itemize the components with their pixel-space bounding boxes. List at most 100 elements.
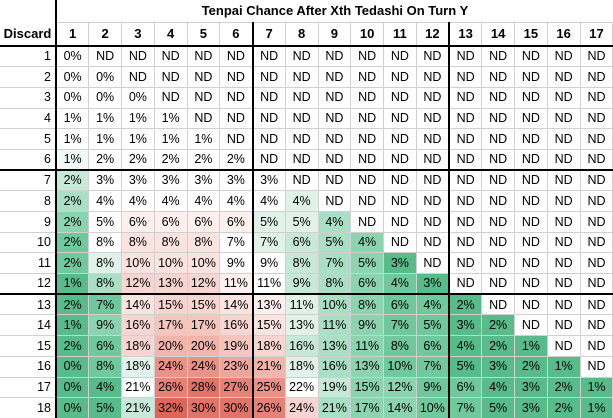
cell-r14-c5[interactable]: 17%	[186, 314, 221, 337]
cell-r3-c5[interactable]: ND	[186, 86, 221, 109]
cell-r16-c14[interactable]: 3%	[481, 355, 515, 378]
cell-r1-c4[interactable]: ND	[153, 45, 188, 68]
cell-r12-c7[interactable]: 11%	[251, 273, 286, 296]
cell-r15-c7[interactable]: 18%	[251, 335, 286, 357]
cell-r18-c2[interactable]: 5%	[88, 397, 122, 418]
cell-r6-c7[interactable]: ND	[251, 148, 286, 172]
cell-r17-c9[interactable]: 19%	[317, 376, 352, 399]
cell-r14-c13[interactable]: 3%	[448, 314, 483, 337]
cell-r15-c1[interactable]: 2%	[55, 335, 90, 357]
cell-r4-c12[interactable]: ND	[415, 107, 450, 130]
cell-r1-c14[interactable]: ND	[481, 45, 515, 68]
cell-r16-c15[interactable]: 2%	[514, 355, 548, 378]
cell-r10-c10[interactable]: 4%	[350, 231, 384, 254]
cell-r16-c13[interactable]: 5%	[448, 355, 483, 378]
cell-r8-c4[interactable]: 4%	[153, 190, 188, 212]
cell-r15-c2[interactable]: 6%	[88, 335, 122, 357]
cell-r2-c11[interactable]: ND	[383, 66, 417, 88]
cell-r9-c10[interactable]: ND	[350, 211, 384, 233]
cell-r15-c14[interactable]: 2%	[481, 335, 515, 357]
cell-r15-c4[interactable]: 20%	[153, 335, 188, 357]
cell-r1-c10[interactable]: ND	[350, 45, 384, 68]
cell-r9-c14[interactable]: ND	[481, 211, 515, 233]
cell-r13-c13[interactable]: 2%	[448, 293, 483, 316]
cell-r16-c4[interactable]: 24%	[153, 355, 188, 378]
row-label-11[interactable]: 11	[0, 252, 56, 275]
cell-r11-c8[interactable]: 8%	[284, 252, 319, 275]
cell-r5-c5[interactable]: 1%	[186, 128, 221, 150]
cell-r10-c15[interactable]: ND	[514, 231, 548, 254]
cell-r17-c16[interactable]: 2%	[546, 376, 581, 399]
cell-r10-c1[interactable]: 2%	[55, 231, 90, 254]
cell-r5-c12[interactable]: ND	[415, 128, 450, 150]
cell-r18-c9[interactable]: 21%	[317, 397, 352, 418]
cell-r11-c14[interactable]: ND	[481, 252, 515, 275]
cell-r5-c11[interactable]: ND	[383, 128, 417, 150]
cell-r14-c17[interactable]: ND	[579, 314, 613, 337]
cell-r16-c5[interactable]: 24%	[186, 355, 221, 378]
row-label-17[interactable]: 17	[0, 377, 56, 399]
cell-r12-c6[interactable]: 11%	[219, 273, 253, 296]
cell-r14-c1[interactable]: 1%	[55, 314, 90, 337]
cell-r18-c14[interactable]: 5%	[481, 397, 515, 418]
cell-r3-c16[interactable]: ND	[546, 86, 581, 109]
cell-r17-c12[interactable]: 9%	[415, 376, 450, 399]
row-label-4[interactable]: 4	[0, 108, 56, 130]
cell-r8-c2[interactable]: 4%	[88, 190, 122, 212]
cell-r9-c2[interactable]: 5%	[88, 211, 122, 233]
cell-r13-c17[interactable]: ND	[579, 293, 613, 316]
cell-r10-c13[interactable]: ND	[448, 231, 483, 254]
cell-r16-c9[interactable]: 16%	[317, 355, 352, 378]
cell-r13-c11[interactable]: 6%	[383, 293, 417, 316]
cell-r5-c8[interactable]: ND	[284, 128, 319, 150]
cell-r4-c5[interactable]: ND	[186, 107, 221, 130]
cell-r4-c13[interactable]: ND	[448, 107, 483, 130]
row-label-16[interactable]: 16	[0, 356, 56, 378]
cell-r4-c14[interactable]: ND	[481, 107, 515, 130]
cell-r7-c9[interactable]: ND	[317, 169, 352, 192]
row-label-13[interactable]: 13	[0, 294, 56, 316]
cell-r6-c2[interactable]: 2%	[88, 148, 122, 172]
cell-r10-c14[interactable]: ND	[481, 231, 515, 254]
cell-r13-c3[interactable]: 14%	[121, 293, 155, 316]
cell-r11-c10[interactable]: 5%	[350, 252, 384, 275]
cell-r2-c5[interactable]: ND	[186, 66, 221, 88]
cell-r3-c2[interactable]: 0%	[88, 86, 122, 109]
row-label-15[interactable]: 15	[0, 335, 56, 357]
cell-r10-c12[interactable]: ND	[415, 231, 450, 254]
corner-label[interactable]: Discard	[0, 22, 56, 47]
cell-r4-c6[interactable]: ND	[219, 107, 253, 130]
cell-r12-c8[interactable]: 9%	[284, 273, 319, 296]
cell-r4-c4[interactable]: 1%	[153, 107, 188, 130]
cell-r17-c11[interactable]: 12%	[383, 376, 417, 399]
row-label-1[interactable]: 1	[0, 46, 56, 68]
cell-r8-c12[interactable]: ND	[415, 190, 450, 212]
cell-r6-c11[interactable]: ND	[383, 148, 417, 172]
row-label-7[interactable]: 7	[0, 170, 56, 192]
cell-r1-c3[interactable]: ND	[121, 45, 155, 68]
cell-r2-c17[interactable]: ND	[579, 66, 613, 88]
cell-r11-c1[interactable]: 2%	[55, 252, 90, 275]
cell-r7-c3[interactable]: 3%	[121, 169, 155, 192]
cell-r2-c9[interactable]: ND	[317, 66, 352, 88]
cell-r7-c17[interactable]: ND	[579, 169, 613, 192]
col-header-1[interactable]: 1	[55, 21, 90, 47]
cell-r10-c2[interactable]: 8%	[88, 231, 122, 254]
cell-r17-c15[interactable]: 3%	[514, 376, 548, 399]
cell-r10-c7[interactable]: 7%	[251, 231, 286, 254]
cell-r6-c6[interactable]: 2%	[219, 148, 253, 172]
cell-r8-c8[interactable]: 4%	[284, 190, 319, 212]
cell-r17-c5[interactable]: 28%	[186, 376, 221, 399]
cell-r3-c3[interactable]: 0%	[121, 86, 155, 109]
cell-r8-c6[interactable]: 4%	[219, 190, 253, 212]
cell-r14-c8[interactable]: 13%	[284, 314, 319, 337]
cell-r1-c5[interactable]: ND	[186, 45, 221, 68]
cell-r11-c3[interactable]: 10%	[121, 252, 155, 275]
cell-r17-c2[interactable]: 4%	[88, 376, 122, 399]
cell-r9-c5[interactable]: 6%	[186, 211, 221, 233]
cell-r11-c7[interactable]: 9%	[251, 252, 286, 275]
cell-r12-c17[interactable]: ND	[579, 273, 613, 296]
cell-r18-c16[interactable]: 2%	[546, 397, 581, 418]
cell-r17-c10[interactable]: 15%	[350, 376, 384, 399]
cell-r10-c4[interactable]: 8%	[153, 231, 188, 254]
